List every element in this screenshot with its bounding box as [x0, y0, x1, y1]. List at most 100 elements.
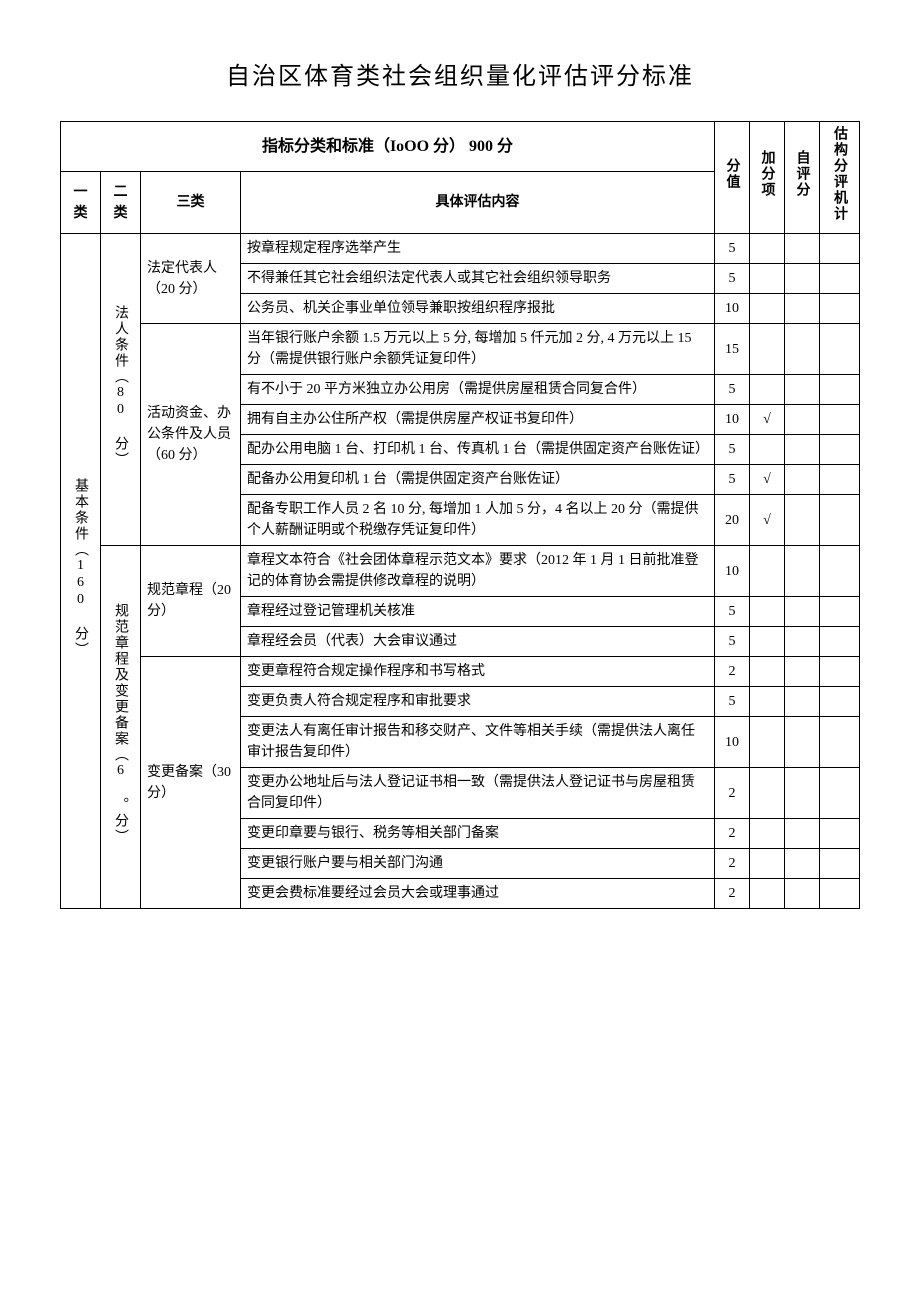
score-cell: 10	[715, 405, 750, 435]
self-cell	[785, 375, 820, 405]
self-cell	[785, 324, 820, 375]
self-cell	[785, 294, 820, 324]
score-cell: 2	[715, 879, 750, 909]
self-cell	[785, 465, 820, 495]
inst-cell	[820, 819, 860, 849]
bonus-cell	[750, 264, 785, 294]
inst-cell	[820, 324, 860, 375]
header-cat1: 一类	[61, 171, 101, 233]
inst-cell	[820, 465, 860, 495]
self-cell	[785, 546, 820, 597]
bonus-cell	[750, 375, 785, 405]
bonus-cell	[750, 657, 785, 687]
bonus-cell: √	[750, 465, 785, 495]
score-cell: 5	[715, 465, 750, 495]
content-cell: 章程文本符合《社会团体章程示范文本》要求（2012 年 1 月 1 日前批准登记…	[241, 546, 715, 597]
score-cell: 2	[715, 849, 750, 879]
inst-cell	[820, 294, 860, 324]
inst-cell	[820, 627, 860, 657]
bonus-cell	[750, 234, 785, 264]
inst-cell	[820, 849, 860, 879]
col-bonus: 加分项	[750, 122, 785, 234]
inst-cell	[820, 264, 860, 294]
content-cell: 配备办公用复印机 1 台（需提供固定资产台账佐证）	[241, 465, 715, 495]
self-cell	[785, 495, 820, 546]
self-cell	[785, 597, 820, 627]
content-cell: 变更会费标准要经过会员大会或理事通过	[241, 879, 715, 909]
bonus-cell	[750, 717, 785, 768]
bonus-cell	[750, 324, 785, 375]
col-score: 分值	[715, 122, 750, 234]
cat1-cell: 基本条件（160 分）	[61, 234, 101, 909]
header-content: 具体评估内容	[241, 171, 715, 233]
content-cell: 不得兼任其它社会组织法定代表人或其它社会组织领导职务	[241, 264, 715, 294]
page-title: 自治区体育类社会组织量化评估评分标准	[60, 56, 860, 91]
content-cell: 变更法人有离任审计报告和移交财产、文件等相关手续（需提供法人离任审计报告复印件）	[241, 717, 715, 768]
content-cell: 变更银行账户要与相关部门沟通	[241, 849, 715, 879]
cat3-2: 活动资金、办公条件及人员（60 分）	[141, 324, 241, 546]
content-cell: 变更负责人符合规定程序和审批要求	[241, 687, 715, 717]
bonus-cell	[750, 546, 785, 597]
inst-cell	[820, 546, 860, 597]
bonus-cell	[750, 687, 785, 717]
header-cat3: 三类	[141, 171, 241, 233]
inst-cell	[820, 405, 860, 435]
self-cell	[785, 879, 820, 909]
score-cell: 10	[715, 294, 750, 324]
inst-cell	[820, 879, 860, 909]
self-cell	[785, 234, 820, 264]
cat2a-cell: 法人条件（80 分）	[101, 234, 141, 546]
score-cell: 5	[715, 375, 750, 405]
score-cell: 15	[715, 324, 750, 375]
self-cell	[785, 849, 820, 879]
header-span: 指标分类和标准（IoOO 分） 900 分	[61, 122, 715, 172]
inst-cell	[820, 375, 860, 405]
score-cell: 2	[715, 768, 750, 819]
self-cell	[785, 768, 820, 819]
cat3-3: 规范章程（20 分）	[141, 546, 241, 657]
score-cell: 2	[715, 657, 750, 687]
self-cell	[785, 405, 820, 435]
bonus-cell	[750, 849, 785, 879]
score-cell: 5	[715, 687, 750, 717]
bonus-cell	[750, 294, 785, 324]
score-cell: 5	[715, 234, 750, 264]
evaluation-table: 指标分类和标准（IoOO 分） 900 分 分值 加分项 自评分 估构分评机计 …	[60, 121, 860, 909]
content-cell: 章程经会员（代表）大会审议通过	[241, 627, 715, 657]
self-cell	[785, 435, 820, 465]
score-cell: 20	[715, 495, 750, 546]
score-cell: 5	[715, 264, 750, 294]
inst-cell	[820, 435, 860, 465]
self-cell	[785, 264, 820, 294]
score-cell: 10	[715, 546, 750, 597]
score-cell: 5	[715, 627, 750, 657]
content-cell: 配备专职工作人员 2 名 10 分, 每增加 1 人加 5 分，4 名以上 20…	[241, 495, 715, 546]
content-cell: 按章程规定程序选举产生	[241, 234, 715, 264]
bonus-cell	[750, 768, 785, 819]
inst-cell	[820, 657, 860, 687]
self-cell	[785, 657, 820, 687]
bonus-cell	[750, 435, 785, 465]
col-self: 自评分	[785, 122, 820, 234]
content-cell: 有不小于 20 平方米独立办公用房（需提供房屋租赁合同复合件）	[241, 375, 715, 405]
score-cell: 5	[715, 597, 750, 627]
bonus-cell	[750, 597, 785, 627]
bonus-cell	[750, 627, 785, 657]
table-row: 基本条件（160 分） 法人条件（80 分） 法定代表人（20 分） 按章程规定…	[61, 234, 860, 264]
content-cell: 公务员、机关企事业单位领导兼职按组织程序报批	[241, 294, 715, 324]
score-cell: 10	[715, 717, 750, 768]
score-cell: 2	[715, 819, 750, 849]
self-cell	[785, 717, 820, 768]
inst-cell	[820, 717, 860, 768]
table-row: 变更备案（30 分） 变更章程符合规定操作程序和书写格式 2	[61, 657, 860, 687]
bonus-cell	[750, 879, 785, 909]
content-cell: 变更印章要与银行、税务等相关部门备案	[241, 819, 715, 849]
self-cell	[785, 687, 820, 717]
col-inst: 估构分评机计	[820, 122, 860, 234]
content-cell: 配办公用电脑 1 台、打印机 1 台、传真机 1 台（需提供固定资产台账佐证）	[241, 435, 715, 465]
bonus-cell: √	[750, 495, 785, 546]
inst-cell	[820, 234, 860, 264]
self-cell	[785, 819, 820, 849]
header-cat2: 二类	[101, 171, 141, 233]
content-cell: 变更办公地址后与法人登记证书相一致（需提供法人登记证书与房屋租赁合同复印件）	[241, 768, 715, 819]
